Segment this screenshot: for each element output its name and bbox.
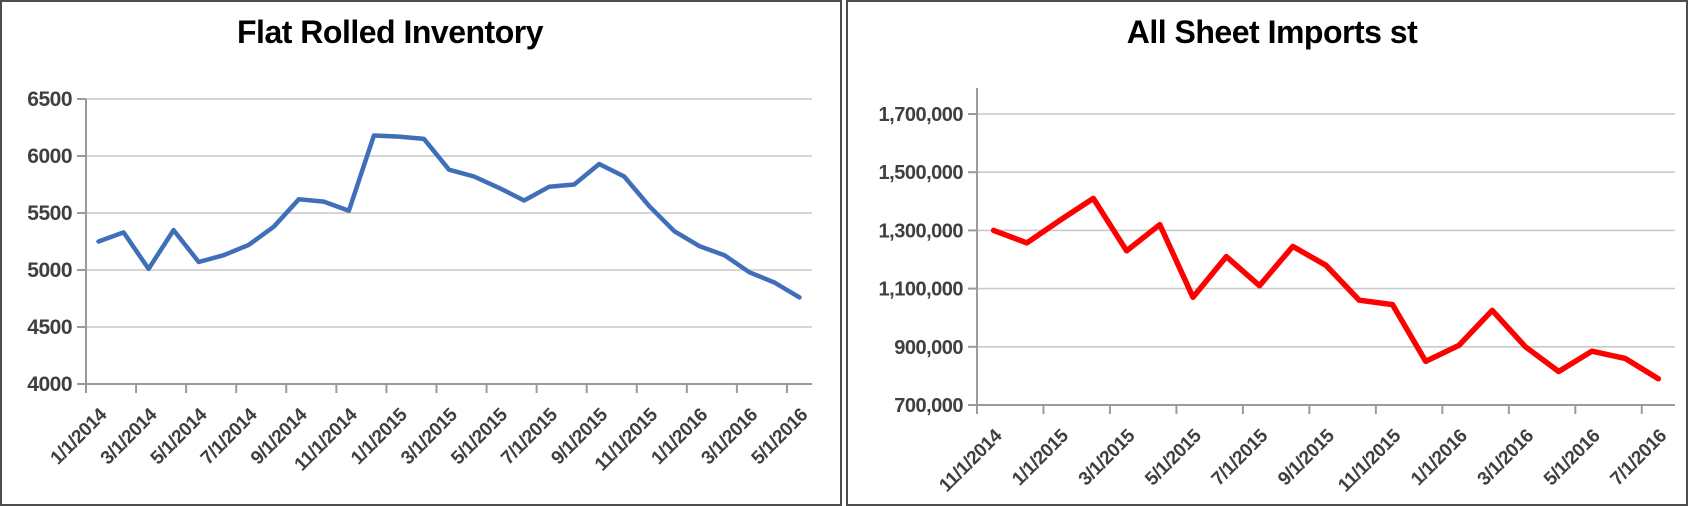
y-tick-label: 5500 <box>27 202 72 225</box>
x-tick-label: 5/1/2016 <box>1540 426 1604 490</box>
x-tick-label: 3/1/2015 <box>1075 425 1140 490</box>
y-tick-label: 5000 <box>27 259 72 282</box>
y-tick-label: 1,700,000 <box>879 104 964 126</box>
y-tick-label: 6000 <box>27 145 72 168</box>
y-tick-label: 1,500,000 <box>879 162 964 184</box>
x-tick-label: 7/1/2015 <box>1208 425 1273 490</box>
y-tick-label: 900,000 <box>894 337 963 359</box>
y-tick-label: 1,300,000 <box>879 220 964 242</box>
x-tick-label: 5/1/2016 <box>748 405 812 469</box>
y-tick-label: 700,000 <box>894 395 963 417</box>
y-tick-label: 4000 <box>27 373 72 396</box>
chart-panel-flat-rolled-inventory: Flat Rolled Inventory 4000 4500 5000 5500 60… <box>0 0 842 506</box>
x-tick-label: 1/1/2015 <box>1008 425 1073 490</box>
x-tick-label: 7/1/2016 <box>1607 426 1671 490</box>
line-chart-all-sheet-imports: 700,000 900,000 1,100,000 1,300,000 1,500,00… <box>879 88 1675 496</box>
y-tick-label: 4500 <box>27 316 72 339</box>
data-line <box>990 195 1662 382</box>
line-chart-flat-rolled-inventory: 4000450050005500600065001/1/20143/1/2014… <box>27 88 812 475</box>
x-tick-label: 9/1/2015 <box>1274 425 1339 490</box>
x-tick-label: 11/1/2015 <box>1334 425 1405 496</box>
chart-title: Flat Rolled Inventory <box>237 14 543 50</box>
chart-panel-all-sheet-imports: All Sheet Imports st 700,000 900,000 1,100… <box>846 0 1688 506</box>
chart-title: All Sheet Imports st <box>1126 14 1418 50</box>
x-tick-label: 3/1/2016 <box>1474 426 1538 490</box>
x-tick-label: 5/1/2015 <box>1141 425 1206 490</box>
data-line <box>96 133 802 300</box>
y-tick-label: 1,100,000 <box>879 279 964 301</box>
x-tick-label: 11/1/2014 <box>935 425 1006 496</box>
y-tick-label: 6500 <box>27 88 72 111</box>
x-tick-label: 1/1/2016 <box>1407 426 1471 490</box>
